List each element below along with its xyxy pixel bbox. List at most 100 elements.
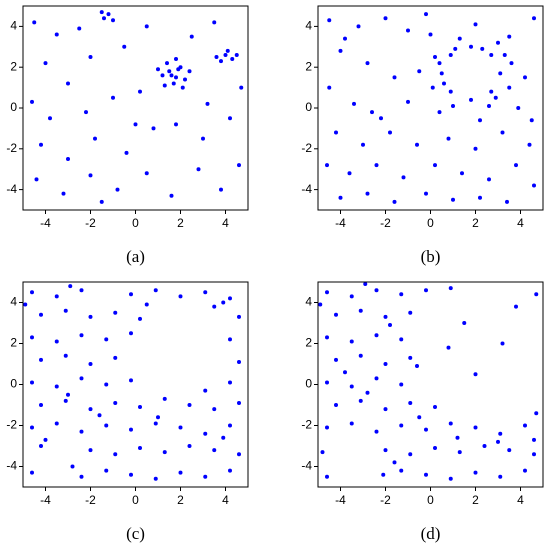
point — [54, 384, 59, 389]
point — [334, 357, 338, 362]
point — [203, 431, 208, 436]
point — [162, 83, 167, 88]
point — [176, 67, 181, 72]
point — [88, 407, 93, 412]
point — [349, 339, 354, 344]
point — [334, 403, 338, 407]
point — [448, 286, 453, 291]
point — [343, 370, 347, 375]
point — [451, 103, 455, 108]
x-tick-label: -4 — [40, 493, 51, 507]
y-tick-label: 4 — [305, 295, 312, 309]
plot-frame — [22, 281, 249, 488]
point — [498, 474, 503, 479]
point — [327, 18, 332, 23]
point — [79, 474, 84, 479]
point — [415, 364, 419, 369]
x-tick-label: 4 — [222, 216, 229, 230]
point — [214, 55, 219, 59]
point — [113, 400, 118, 405]
point — [365, 61, 370, 66]
point — [460, 171, 464, 176]
point — [442, 81, 446, 86]
point — [325, 380, 329, 385]
point — [347, 171, 352, 176]
point — [219, 187, 223, 192]
point — [70, 464, 75, 469]
point — [487, 177, 491, 182]
point — [63, 308, 68, 313]
point — [448, 89, 453, 94]
point — [228, 468, 232, 473]
point — [203, 388, 208, 393]
point — [448, 421, 453, 426]
point — [365, 390, 370, 395]
y-tick-label: -2 — [301, 418, 312, 432]
point — [237, 400, 241, 405]
point — [30, 335, 34, 340]
point — [203, 474, 208, 479]
point — [473, 425, 478, 430]
point — [374, 288, 379, 293]
point — [54, 294, 59, 299]
point — [448, 476, 453, 481]
point — [408, 400, 413, 405]
point — [534, 411, 539, 416]
point — [97, 413, 102, 418]
point — [99, 199, 104, 204]
point — [399, 468, 404, 473]
point — [144, 24, 149, 29]
point — [228, 337, 232, 342]
x-tick-label: -4 — [40, 216, 51, 230]
point — [39, 444, 43, 448]
point — [205, 101, 210, 106]
point — [63, 353, 68, 358]
point — [325, 474, 329, 479]
point — [88, 55, 93, 59]
point — [111, 95, 115, 100]
point — [516, 106, 521, 110]
point — [343, 36, 347, 41]
point — [144, 302, 149, 307]
point — [228, 380, 232, 385]
point — [480, 46, 485, 51]
x-tick-label: 4 — [517, 493, 524, 507]
point — [174, 122, 178, 127]
point — [212, 304, 217, 309]
point — [43, 61, 48, 66]
point — [138, 316, 142, 321]
point — [88, 173, 93, 178]
y-tick-label: 0 — [10, 100, 17, 114]
point — [153, 421, 158, 426]
point — [500, 341, 505, 346]
point — [124, 150, 129, 155]
point — [424, 427, 428, 432]
x-tick-label: 2 — [472, 493, 479, 507]
point — [160, 73, 165, 78]
point — [187, 403, 192, 407]
point — [318, 302, 323, 307]
point — [174, 75, 178, 80]
point — [325, 425, 329, 430]
point — [523, 75, 527, 80]
point — [379, 116, 383, 121]
point — [455, 435, 460, 440]
point — [500, 130, 505, 135]
point — [457, 450, 462, 455]
point — [338, 195, 343, 200]
point — [424, 288, 428, 293]
panel-label: (b) — [421, 247, 441, 266]
point — [237, 359, 241, 364]
point — [446, 136, 451, 141]
point — [325, 335, 329, 340]
point — [430, 85, 435, 90]
point — [54, 339, 59, 344]
point — [61, 191, 66, 196]
point — [502, 52, 507, 57]
panel-label: (d) — [421, 524, 441, 543]
point — [334, 130, 338, 135]
point — [358, 398, 363, 403]
point — [352, 101, 356, 106]
point — [68, 284, 73, 289]
y-tick-label: -2 — [6, 141, 17, 155]
